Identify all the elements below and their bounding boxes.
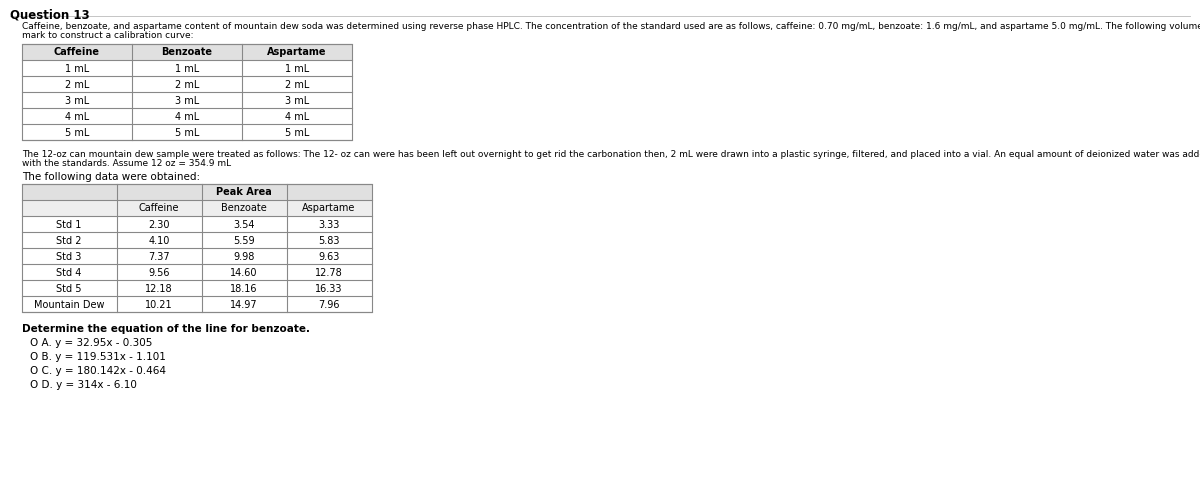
Text: The following data were obtained:: The following data were obtained: [22,172,200,182]
Text: 12.18: 12.18 [145,284,173,294]
Text: Aspartame: Aspartame [268,47,326,57]
Text: 3.54: 3.54 [233,220,254,230]
Text: O B. y = 119.531x - 1.101: O B. y = 119.531x - 1.101 [30,352,166,362]
Text: 2 mL: 2 mL [284,80,310,90]
Text: Aspartame: Aspartame [302,203,355,213]
Text: 2.30: 2.30 [149,220,169,230]
Text: 7.96: 7.96 [318,300,340,310]
Text: Caffeine, benzoate, and aspartame content of mountain dew soda was determined us: Caffeine, benzoate, and aspartame conten… [22,22,1200,31]
Text: 5 mL: 5 mL [284,128,310,138]
Bar [22,200,372,216]
Text: 16.33: 16.33 [316,284,343,294]
Text: with the standards. Assume 12 oz = 354.9 mL: with the standards. Assume 12 oz = 354.9… [22,159,232,168]
Text: 9.98: 9.98 [233,252,254,262]
Text: Caffeine: Caffeine [139,203,179,213]
Text: 4 mL: 4 mL [175,112,199,122]
Text: Std 5: Std 5 [56,284,82,294]
Text: 10.21: 10.21 [145,300,173,310]
Text: 4.10: 4.10 [149,236,169,246]
Text: 14.60: 14.60 [230,268,258,278]
Text: Mountain Dew: Mountain Dew [34,300,104,310]
Text: Benzoate: Benzoate [162,47,212,57]
Text: Benzoate: Benzoate [221,203,266,213]
Text: Std 1: Std 1 [56,220,82,230]
Text: Std 2: Std 2 [56,236,82,246]
Text: Caffeine: Caffeine [54,47,100,57]
Text: 5 mL: 5 mL [175,128,199,138]
Text: 9.56: 9.56 [149,268,169,278]
Bar [22,44,352,60]
Text: 3 mL: 3 mL [284,96,310,106]
Text: 18.16: 18.16 [230,284,258,294]
Text: mark to construct a calibration curve:: mark to construct a calibration curve: [22,31,193,40]
Bar [22,44,352,140]
Bar [22,184,372,200]
Text: Std 3: Std 3 [56,252,82,262]
Text: The 12-oz can mountain dew sample were treated as follows: The 12- oz can were h: The 12-oz can mountain dew sample were t… [22,150,1200,159]
Text: Peak Area: Peak Area [216,187,272,197]
Text: O D. y = 314x - 6.10: O D. y = 314x - 6.10 [30,380,137,390]
Text: 2 mL: 2 mL [175,80,199,90]
Text: 2 mL: 2 mL [65,80,89,90]
Text: 1 mL: 1 mL [175,64,199,74]
Text: Question 13: Question 13 [10,8,90,21]
Text: Determine the equation of the line for benzoate.: Determine the equation of the line for b… [22,324,310,334]
Text: 3 mL: 3 mL [175,96,199,106]
Text: 14.97: 14.97 [230,300,258,310]
Text: 7.37: 7.37 [148,252,170,262]
Text: 5.59: 5.59 [233,236,254,246]
Text: 12.78: 12.78 [316,268,343,278]
Text: 9.63: 9.63 [318,252,340,262]
Text: Std 4: Std 4 [56,268,82,278]
Text: 5 mL: 5 mL [65,128,89,138]
Text: 3.33: 3.33 [318,220,340,230]
Text: 1 mL: 1 mL [65,64,89,74]
Text: 4 mL: 4 mL [284,112,310,122]
Text: O A. y = 32.95x - 0.305: O A. y = 32.95x - 0.305 [30,338,152,348]
Text: 1 mL: 1 mL [284,64,310,74]
Text: 3 mL: 3 mL [65,96,89,106]
Text: O C. y = 180.142x - 0.464: O C. y = 180.142x - 0.464 [30,366,166,376]
Text: 5.83: 5.83 [318,236,340,246]
Text: 4 mL: 4 mL [65,112,89,122]
Bar [22,184,372,312]
